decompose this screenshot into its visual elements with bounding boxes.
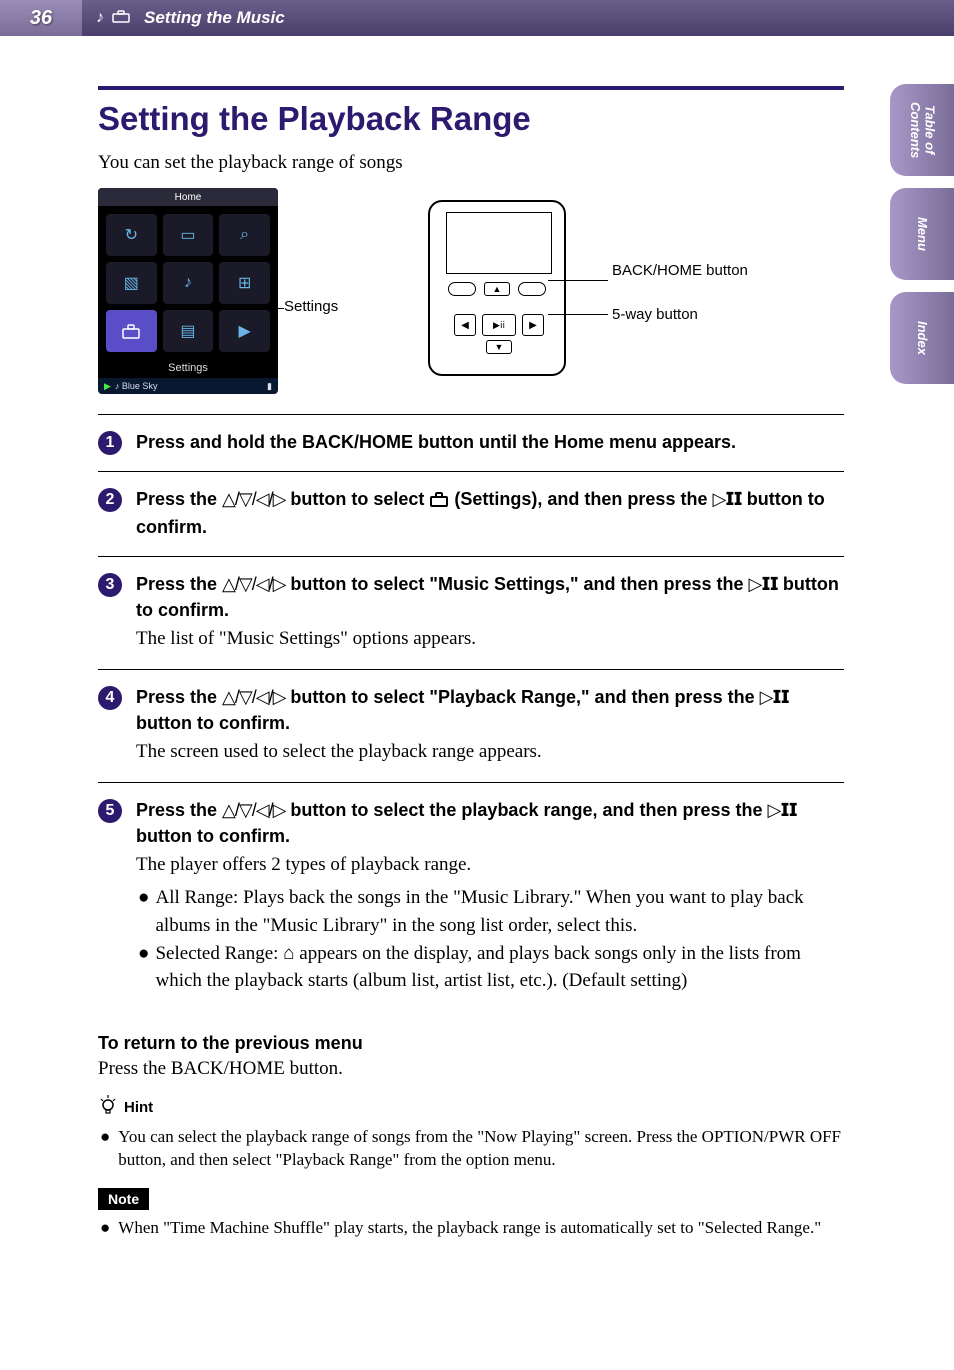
- callout-line-5way: [548, 314, 608, 315]
- settings-callout: Settings: [284, 298, 338, 315]
- dev-cell-nowplaying: ▶: [219, 310, 270, 352]
- step-2: 2 Press the △/▽/◁/▷ button to select (Se…: [98, 471, 844, 556]
- header-icons: ♪: [82, 9, 144, 28]
- bullet-item: ●All Range: Plays back the songs in the …: [136, 884, 844, 939]
- return-text: Press the BACK/HOME button.: [98, 1058, 844, 1080]
- toolbox-icon: [112, 9, 130, 28]
- step-title: Press the △/▽/◁/▷ button to select "Musi…: [136, 571, 844, 623]
- callout-line: [248, 308, 284, 309]
- step-desc: The player offers 2 types of playback ra…: [136, 851, 844, 879]
- tab-toc[interactable]: Table of Contents: [890, 84, 954, 176]
- callout-line-backhome: [548, 280, 608, 281]
- dpad-center: ▶𝗂𝗂: [482, 314, 516, 336]
- player-up-btn: ▲: [484, 282, 510, 296]
- dev-cell-shuffle: ↻: [106, 214, 157, 256]
- play-confirm-icon: ▷𝗜𝗜: [712, 489, 741, 509]
- note-text: ●When "Time Machine Shuffle" play starts…: [98, 1216, 844, 1240]
- player-left-pill: [448, 282, 476, 296]
- hint-text: ●You can select the playback range of so…: [98, 1125, 844, 1173]
- step-1: 1 Press and hold the BACK/HOME button un…: [98, 414, 844, 471]
- main-content: Setting the Playback Range You can set t…: [0, 36, 954, 1270]
- dpad-down: ▼: [486, 340, 512, 354]
- tab-index[interactable]: Index: [890, 292, 954, 384]
- step-number: 5: [98, 799, 122, 823]
- play-confirm-icon: ▷𝗜𝗜: [768, 800, 797, 820]
- bullet-item: ●Selected Range: ⌂ appears on the displa…: [136, 940, 844, 995]
- callout-5way: 5-way button: [612, 306, 698, 323]
- dev-cell-search: ⌕: [219, 214, 270, 256]
- diagram-row: Home ↻ ▭ ⌕ ▧ ♪ ⊞ ▤ ▶ Settings ▶: [98, 188, 844, 388]
- step-5: 5 Press the △/▽/◁/▷ button to select the…: [98, 782, 844, 1011]
- dev-cell-music: ♪: [163, 262, 214, 304]
- dpad-right: ▶: [522, 314, 544, 336]
- page-title: Setting the Playback Range: [98, 100, 844, 138]
- player-body-outline: ▲ ◀ ▶𝗂𝗂 ▶ ▼: [428, 200, 566, 376]
- step-title: Press the △/▽/◁/▷ button to select (Sett…: [136, 486, 844, 540]
- arrow-buttons-icon: △/▽/◁/▷: [222, 687, 285, 707]
- battery-icon: ▮: [267, 381, 272, 392]
- step-bullets: ●All Range: Plays back the songs in the …: [136, 884, 844, 994]
- step-3: 3 Press the △/▽/◁/▷ button to select "Mu…: [98, 556, 844, 669]
- step-title: Press the △/▽/◁/▷ button to select the p…: [136, 797, 844, 849]
- step-4: 4 Press the △/▽/◁/▷ button to select "Pl…: [98, 669, 844, 782]
- step-number: 1: [98, 431, 122, 455]
- player-back-home-btn: [518, 282, 546, 296]
- device-home-grid: ↻ ▭ ⌕ ▧ ♪ ⊞ ▤ ▶: [98, 206, 278, 360]
- title-rule: [98, 86, 844, 90]
- player-dpad: ◀ ▶𝗂𝗂 ▶ ▼: [454, 302, 544, 350]
- step-title: Press and hold the BACK/HOME button unti…: [136, 429, 844, 455]
- return-title: To return to the previous menu: [98, 1033, 844, 1054]
- dev-cell-playlist: ▤: [163, 310, 214, 352]
- hint-bulb-icon: [98, 1094, 118, 1121]
- nowplaying-text: ♪ Blue Sky: [111, 381, 267, 391]
- step-number: 3: [98, 573, 122, 597]
- intro-text: You can set the playback range of songs: [98, 152, 844, 174]
- page-number: 36: [0, 0, 82, 36]
- callout-backhome: BACK/HOME button: [612, 262, 748, 279]
- step-title: Press the △/▽/◁/▷ button to select "Play…: [136, 684, 844, 736]
- arrow-buttons-icon: △/▽/◁/▷: [222, 489, 285, 509]
- music-note-icon: ♪: [96, 9, 104, 27]
- player-screen-outline: [446, 212, 552, 274]
- settings-toolbox-icon: [429, 488, 449, 514]
- step-desc: The list of "Music Settings" options app…: [136, 625, 844, 653]
- hint-label: Hint: [124, 1099, 153, 1116]
- arrow-buttons-icon: △/▽/◁/▷: [222, 574, 285, 594]
- device-screenshot: Home ↻ ▭ ⌕ ▧ ♪ ⊞ ▤ ▶ Settings ▶: [98, 188, 278, 388]
- dev-cell-settings: [106, 310, 157, 352]
- play-confirm-icon: ▷𝗜𝗜: [749, 574, 778, 594]
- device-selected-label: Settings: [98, 360, 278, 378]
- arrow-buttons-icon: △/▽/◁/▷: [222, 800, 285, 820]
- step-number: 4: [98, 686, 122, 710]
- player-top-buttons: ▲: [448, 282, 546, 296]
- device-nowplaying-bar: ▶ ♪ Blue Sky ▮: [98, 378, 278, 394]
- device-topbar: Home: [98, 188, 278, 206]
- dev-cell-library: ▭: [163, 214, 214, 256]
- header-section-title: Setting the Music: [144, 8, 285, 28]
- hint-header: Hint: [98, 1094, 844, 1121]
- page-header: 36 ♪ Setting the Music: [0, 0, 954, 36]
- side-nav-tabs: Table of Contents Menu Index: [890, 84, 954, 384]
- dev-cell-video: ⊞: [219, 262, 270, 304]
- dev-cell-photo: ▧: [106, 262, 157, 304]
- step-number: 2: [98, 488, 122, 512]
- play-confirm-icon: ▷𝗜𝗜: [760, 687, 789, 707]
- step-desc: The screen used to select the playback r…: [136, 738, 844, 766]
- tab-menu[interactable]: Menu: [890, 188, 954, 280]
- note-badge: Note: [98, 1188, 149, 1210]
- dpad-left: ◀: [454, 314, 476, 336]
- player-diagram: ▲ ◀ ▶𝗂𝗂 ▶ ▼ BACK/HOME button 5-way butto…: [428, 188, 628, 388]
